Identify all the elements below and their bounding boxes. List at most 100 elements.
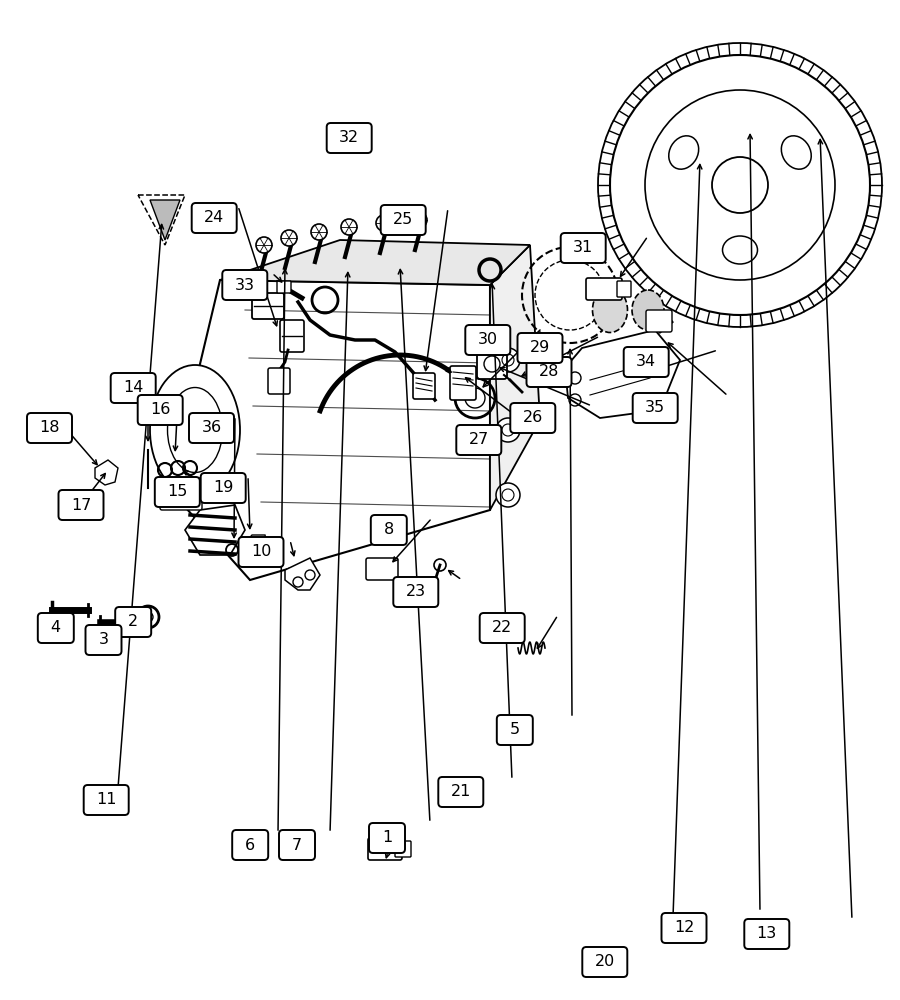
FancyBboxPatch shape bbox=[646, 310, 672, 332]
FancyBboxPatch shape bbox=[160, 478, 202, 510]
Text: 6: 6 bbox=[245, 838, 256, 852]
Text: 26: 26 bbox=[523, 410, 543, 426]
Ellipse shape bbox=[632, 290, 664, 330]
FancyBboxPatch shape bbox=[327, 123, 372, 153]
Polygon shape bbox=[185, 505, 245, 555]
FancyBboxPatch shape bbox=[368, 838, 402, 860]
FancyBboxPatch shape bbox=[371, 515, 407, 545]
Text: 17: 17 bbox=[71, 497, 91, 512]
Text: 1: 1 bbox=[382, 830, 392, 846]
FancyBboxPatch shape bbox=[58, 490, 104, 520]
Circle shape bbox=[411, 212, 427, 228]
FancyBboxPatch shape bbox=[456, 425, 501, 455]
FancyBboxPatch shape bbox=[369, 823, 405, 853]
FancyBboxPatch shape bbox=[232, 830, 268, 860]
Ellipse shape bbox=[150, 365, 240, 495]
FancyBboxPatch shape bbox=[268, 368, 290, 394]
Text: 5: 5 bbox=[509, 722, 520, 738]
FancyBboxPatch shape bbox=[277, 281, 291, 293]
Circle shape bbox=[610, 55, 870, 315]
Circle shape bbox=[341, 219, 357, 235]
Text: 27: 27 bbox=[469, 432, 489, 448]
FancyBboxPatch shape bbox=[138, 395, 183, 425]
FancyBboxPatch shape bbox=[252, 293, 284, 319]
FancyBboxPatch shape bbox=[238, 537, 284, 567]
FancyBboxPatch shape bbox=[438, 777, 483, 807]
Text: 7: 7 bbox=[292, 838, 302, 852]
Text: 20: 20 bbox=[595, 954, 615, 970]
Text: 23: 23 bbox=[406, 584, 426, 599]
Circle shape bbox=[376, 215, 392, 231]
FancyBboxPatch shape bbox=[465, 325, 510, 355]
FancyBboxPatch shape bbox=[201, 473, 246, 503]
Circle shape bbox=[598, 43, 882, 327]
Text: 30: 30 bbox=[478, 332, 498, 348]
Circle shape bbox=[311, 224, 327, 240]
Polygon shape bbox=[243, 535, 268, 558]
Circle shape bbox=[496, 348, 520, 372]
Polygon shape bbox=[95, 460, 118, 485]
Text: 35: 35 bbox=[645, 400, 665, 416]
Text: 19: 19 bbox=[213, 481, 233, 495]
Text: 10: 10 bbox=[251, 544, 271, 560]
Text: 14: 14 bbox=[123, 380, 143, 395]
Text: 15: 15 bbox=[167, 485, 187, 499]
Text: 13: 13 bbox=[757, 926, 777, 942]
Text: 22: 22 bbox=[492, 620, 512, 636]
Polygon shape bbox=[150, 200, 180, 240]
FancyBboxPatch shape bbox=[662, 913, 706, 943]
FancyBboxPatch shape bbox=[395, 841, 411, 857]
Polygon shape bbox=[220, 240, 530, 285]
FancyBboxPatch shape bbox=[561, 233, 606, 263]
Text: 3: 3 bbox=[98, 633, 109, 648]
FancyBboxPatch shape bbox=[222, 270, 267, 300]
FancyBboxPatch shape bbox=[27, 413, 72, 443]
Text: 16: 16 bbox=[150, 402, 170, 418]
FancyBboxPatch shape bbox=[279, 830, 315, 860]
FancyBboxPatch shape bbox=[413, 373, 435, 399]
Circle shape bbox=[256, 237, 272, 253]
FancyBboxPatch shape bbox=[155, 477, 200, 507]
FancyBboxPatch shape bbox=[115, 607, 151, 637]
Text: 2: 2 bbox=[128, 614, 139, 630]
Text: 8: 8 bbox=[383, 522, 394, 538]
Text: 28: 28 bbox=[539, 364, 559, 379]
Polygon shape bbox=[170, 280, 490, 580]
FancyBboxPatch shape bbox=[38, 613, 74, 643]
Circle shape bbox=[496, 483, 520, 507]
FancyBboxPatch shape bbox=[586, 278, 622, 300]
Text: 25: 25 bbox=[393, 213, 413, 228]
Text: 33: 33 bbox=[235, 277, 255, 292]
FancyBboxPatch shape bbox=[624, 347, 669, 377]
Text: 32: 32 bbox=[339, 130, 359, 145]
FancyBboxPatch shape bbox=[633, 393, 678, 423]
FancyBboxPatch shape bbox=[189, 413, 234, 443]
FancyBboxPatch shape bbox=[510, 403, 555, 433]
Circle shape bbox=[281, 230, 297, 246]
FancyBboxPatch shape bbox=[381, 205, 426, 235]
FancyBboxPatch shape bbox=[477, 349, 507, 379]
Text: 34: 34 bbox=[636, 355, 656, 369]
Text: 24: 24 bbox=[204, 211, 224, 226]
Text: 31: 31 bbox=[573, 240, 593, 255]
Text: 21: 21 bbox=[451, 784, 471, 800]
Ellipse shape bbox=[592, 288, 627, 332]
FancyBboxPatch shape bbox=[366, 558, 398, 580]
FancyBboxPatch shape bbox=[617, 281, 631, 297]
Polygon shape bbox=[565, 330, 680, 418]
Text: 18: 18 bbox=[40, 420, 59, 436]
FancyBboxPatch shape bbox=[526, 357, 572, 387]
Text: 4: 4 bbox=[50, 620, 61, 636]
FancyBboxPatch shape bbox=[497, 715, 533, 745]
Text: 29: 29 bbox=[530, 340, 550, 356]
FancyBboxPatch shape bbox=[84, 785, 129, 815]
FancyBboxPatch shape bbox=[480, 613, 525, 643]
FancyBboxPatch shape bbox=[450, 366, 476, 400]
Circle shape bbox=[496, 418, 520, 442]
Polygon shape bbox=[285, 558, 320, 590]
FancyBboxPatch shape bbox=[744, 919, 789, 949]
Text: 36: 36 bbox=[202, 420, 221, 436]
Text: 11: 11 bbox=[96, 792, 116, 808]
FancyBboxPatch shape bbox=[192, 203, 237, 233]
FancyBboxPatch shape bbox=[86, 625, 122, 655]
